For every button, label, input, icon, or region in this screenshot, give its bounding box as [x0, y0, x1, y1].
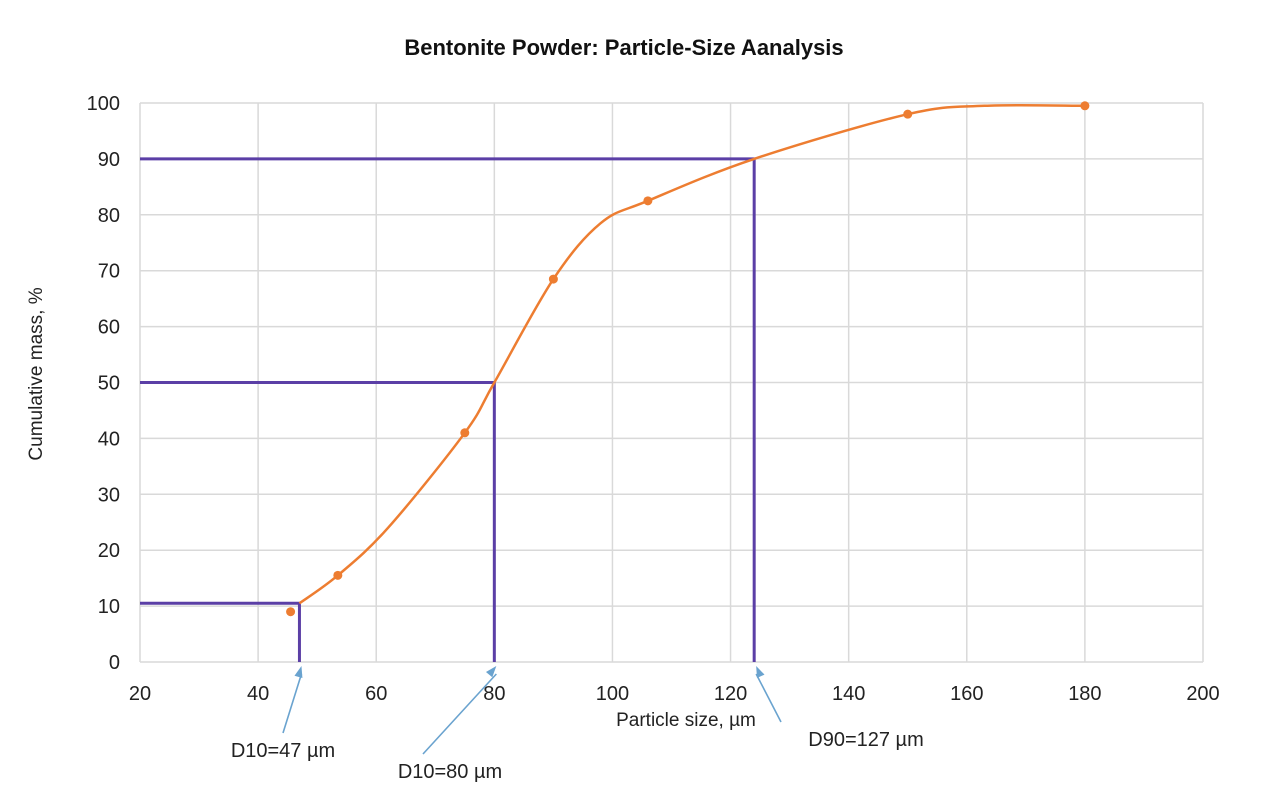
y-tick-label: 50 [98, 373, 120, 395]
data-point [460, 428, 470, 438]
y-axis-label: Cumulative mass, % [26, 287, 47, 460]
y-tick-label: 40 [98, 428, 120, 450]
y-tick-label: 80 [98, 205, 120, 227]
x-tick-label: 20 [129, 683, 151, 705]
arrowhead-icon [485, 666, 497, 678]
y-tick-label: 70 [98, 261, 120, 283]
data-point [643, 196, 653, 206]
annotation-arrow [755, 673, 782, 723]
data-point [333, 570, 343, 580]
x-tick-label: 100 [596, 683, 629, 705]
data-point [1080, 101, 1090, 111]
x-tick-label: 200 [1186, 683, 1219, 705]
data-point [903, 109, 913, 119]
annotation-label: D90=127 µm [808, 729, 923, 751]
y-tick-labels: 0 10 20 30 40 50 60 70 80 90 100 [87, 93, 120, 674]
annotations: D10=47 µm D10=80 µm D90=127 µm [231, 666, 924, 783]
reference-line [140, 157, 756, 662]
arrowhead-icon [294, 666, 303, 678]
arrowhead-icon [756, 666, 765, 678]
y-tick-label: 0 [109, 652, 120, 674]
annotation-arrow [282, 673, 303, 734]
data-point [548, 274, 558, 284]
cumulative-curve [298, 103, 1085, 605]
y-tick-label: 10 [98, 596, 120, 618]
x-tick-label: 140 [832, 683, 865, 705]
x-tick-label: 40 [247, 683, 269, 705]
y-tick-label: 20 [98, 540, 120, 562]
x-tick-label: 120 [714, 683, 747, 705]
x-tick-labels: 20 40 60 80 100 120 140 160 180 200 [129, 683, 1220, 705]
x-tick-label: 160 [950, 683, 983, 705]
x-axis-label: Particle size, µm [616, 710, 756, 731]
annotation-label: D10=80 µm [398, 761, 502, 783]
data-point [286, 607, 296, 617]
x-tick-label: 180 [1068, 683, 1101, 705]
reference-line [140, 601, 301, 662]
reference-lines [140, 157, 756, 662]
x-tick-label: 80 [483, 683, 505, 705]
y-tick-label: 90 [98, 149, 120, 171]
annotation-arrow [422, 673, 497, 755]
reference-line [140, 381, 496, 662]
x-tick-label: 60 [365, 683, 387, 705]
grid [139, 102, 1204, 663]
series-line [298, 103, 1085, 605]
chart-title: Bentonite Powder: Particle-Size Aanalysi… [404, 35, 843, 60]
y-tick-label: 30 [98, 484, 120, 506]
y-tick-label: 100 [87, 93, 120, 115]
annotation-label: D10=47 µm [231, 740, 335, 762]
data-points [286, 101, 1090, 617]
y-tick-label: 60 [98, 317, 120, 339]
